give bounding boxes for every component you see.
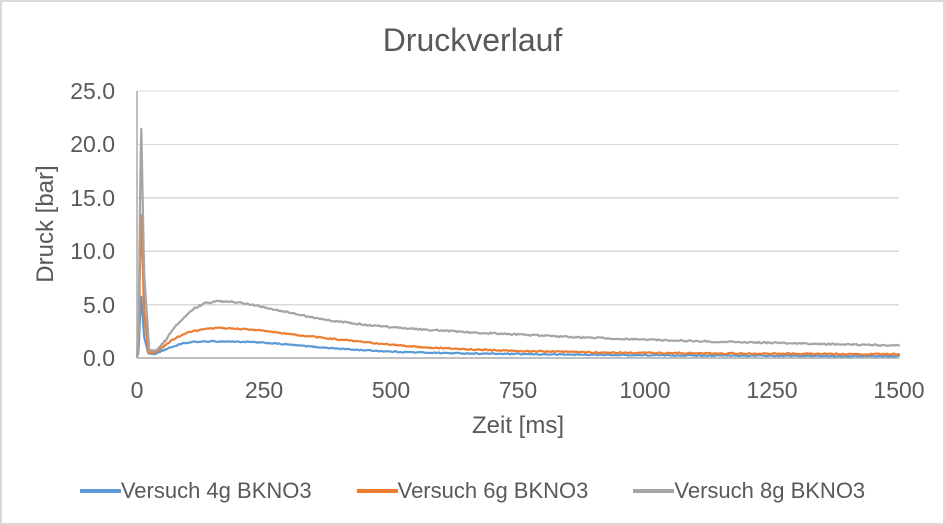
legend-item: Versuch 4g BKNO3 (79, 478, 312, 504)
legend-line-marker (356, 489, 398, 493)
legend-line-marker (79, 489, 121, 493)
x-axis-title: Zeit [ms] (471, 412, 564, 439)
y-tick-label: 10.0 (70, 238, 115, 265)
x-tick-label: 1500 (873, 377, 925, 403)
legend-item: Versuch 8g BKNO3 (633, 478, 865, 504)
y-tick-label: 15.0 (70, 184, 115, 211)
legend-item: Versuch 6g BKNO3 (356, 478, 589, 504)
x-tick-label: 0 (130, 377, 144, 403)
x-tick-label: 1250 (746, 377, 798, 403)
legend-label: Versuch 4g BKNO3 (120, 478, 312, 503)
series-line (135, 127, 901, 357)
series-line (135, 214, 901, 357)
chart-title: Druckverlauf (382, 22, 563, 58)
series-line (135, 295, 901, 358)
x-tick-label: 500 (371, 377, 411, 403)
legend: Versuch 4g BKNO3 Versuch 6g BKNO3 Versuch … (2, 478, 943, 504)
legend-label: Versuch 8g BKNO3 (674, 478, 866, 503)
legend-label: Versuch 6g BKNO3 (397, 478, 589, 503)
y-tick-label: 5.0 (83, 291, 115, 318)
y-tick-label: 20.0 (70, 131, 115, 158)
y-tick-label: 0.0 (83, 345, 115, 371)
legend-line-marker (633, 489, 675, 493)
x-tick-label: 250 (244, 377, 284, 403)
x-tick-label: 750 (498, 377, 538, 403)
x-tick-label: 1000 (619, 377, 671, 403)
y-tick-label: 25.0 (70, 78, 115, 104)
